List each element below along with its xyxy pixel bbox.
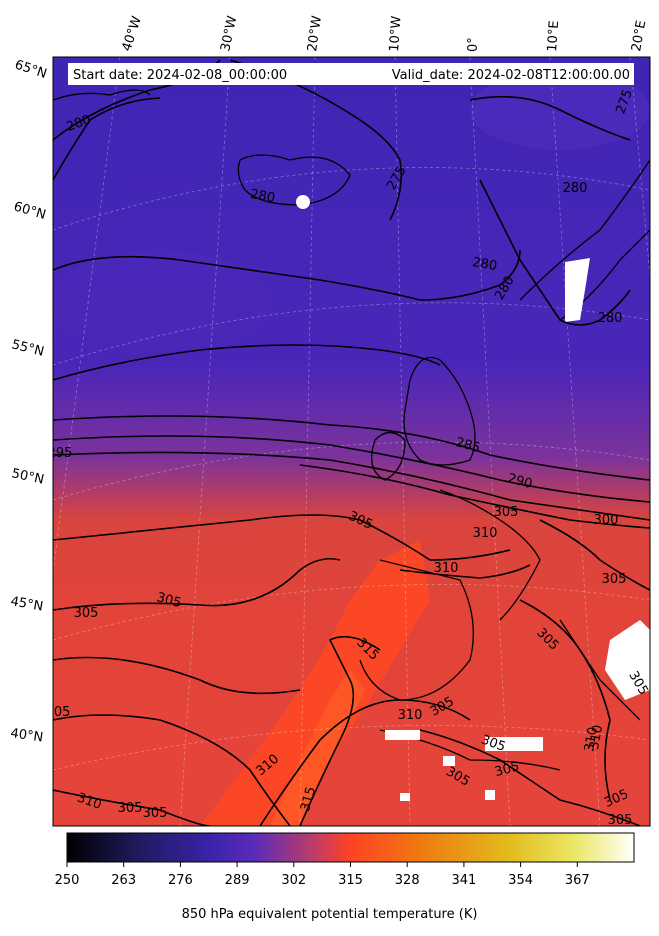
colorbar-tick-label: 341	[451, 873, 476, 888]
warm-plume	[200, 540, 430, 826]
contour-label: 305	[493, 759, 521, 780]
header-strip	[68, 63, 634, 85]
latitude-labels: 65°N 60°N 55°N 50°N 45°N 40°N	[9, 58, 48, 746]
contour-label: 305	[74, 606, 99, 621]
colorbar: 250 263 276 289 302 315 328 341 354 367	[55, 832, 635, 888]
contour-label: 280	[471, 255, 498, 274]
colorbar-tick-label: 354	[508, 873, 533, 888]
colorbar-ramp	[66, 832, 635, 863]
contour-label: 295	[48, 446, 73, 461]
lat-label: 60°N	[12, 199, 48, 222]
contours	[53, 59, 650, 826]
contour-label: 305	[46, 705, 71, 720]
colorbar-tick-label: 289	[225, 873, 250, 888]
contour-label: 280	[598, 311, 623, 326]
contour-label: 315	[298, 785, 319, 813]
start-date: Start date: 2024-02-08_00:00:00	[73, 68, 287, 83]
lon-label: 10°E	[545, 20, 562, 52]
contour-label: 305	[602, 572, 627, 587]
contour-label: 310	[398, 708, 423, 723]
contour-300	[299, 464, 650, 529]
contour-label: 280	[563, 181, 588, 196]
colorbar-tick-label: 276	[168, 873, 193, 888]
contour-label: 305	[494, 505, 519, 520]
masked-areas	[296, 195, 650, 801]
contour-label: 310	[587, 724, 606, 751]
contour-label: 310	[473, 526, 498, 541]
lat-label: 45°N	[9, 594, 44, 614]
contour-label: 310	[582, 726, 601, 753]
lon-label: 10°W	[387, 15, 404, 52]
contour-label: 280	[249, 187, 276, 206]
contour-label: 305	[143, 806, 168, 821]
valid-date: Valid_date: 2024-02-08T12:00:00.00	[392, 68, 630, 83]
lat-label: 40°N	[9, 726, 44, 745]
colorbar-tick-label: 367	[565, 873, 590, 888]
colorbar-tick-label: 315	[338, 873, 363, 888]
lat-label: 65°N	[13, 58, 49, 82]
lat-label: 50°N	[10, 466, 45, 487]
colorbar-tick-label: 263	[111, 873, 136, 888]
contour-label: 290	[506, 471, 534, 492]
lon-label: 20°E	[629, 19, 649, 52]
contour-285	[53, 415, 650, 481]
graticule	[53, 57, 650, 826]
contour-label: 305	[608, 813, 633, 828]
contour-label: 305	[118, 801, 143, 816]
lat-label: 55°N	[10, 337, 45, 359]
contour-290	[53, 435, 650, 503]
colorbar-tick-label: 302	[281, 873, 306, 888]
longitude-labels: 40°W 30°W 20°W 10°W 0° 10°E 20°E	[120, 14, 650, 53]
map-frame	[52, 56, 651, 827]
colorbar-tick-label: 328	[395, 873, 420, 888]
lon-label: 0°	[466, 37, 481, 52]
contour-label: 285	[454, 435, 482, 456]
contour-295	[53, 451, 650, 521]
warm-core	[270, 670, 365, 826]
contour-label: 305	[155, 590, 183, 611]
contour-label: 310	[434, 561, 459, 576]
lon-label: 30°W	[218, 14, 240, 52]
colorbar-ticks: 250 263 276 289 302 315 328 341 354 367	[55, 862, 590, 888]
lon-label: 20°W	[305, 15, 325, 53]
colorbar-tick-label: 250	[55, 873, 80, 888]
contour-label: 300	[594, 513, 619, 528]
lon-label: 40°W	[120, 14, 145, 53]
colorbar-label: 850 hPa equivalent potential temperature…	[181, 907, 478, 922]
